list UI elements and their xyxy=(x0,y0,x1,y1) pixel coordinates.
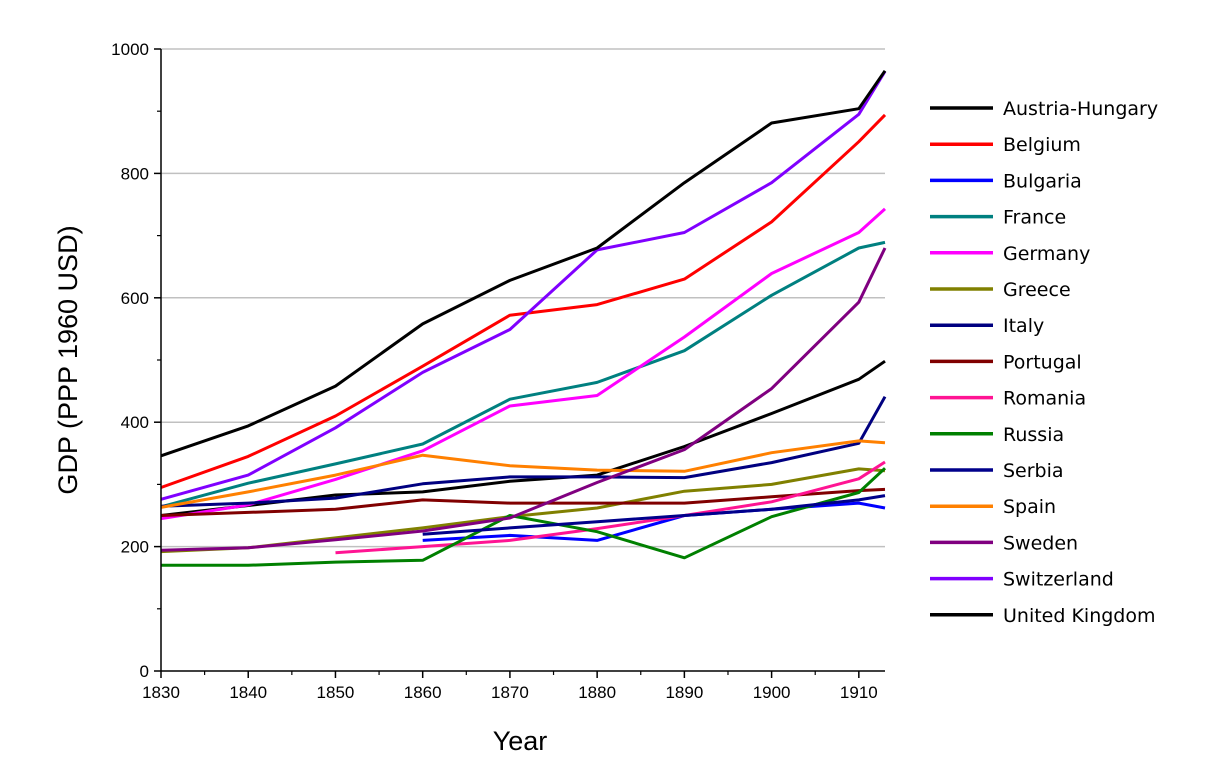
x-tick-label: 1890 xyxy=(665,683,703,702)
legend-label-greece: Greece xyxy=(1003,279,1071,301)
series-line-france xyxy=(160,240,886,509)
x-tick-label: 1850 xyxy=(317,683,355,702)
legend-label-austria-hungary: Austria-Hungary xyxy=(1003,98,1158,120)
series-line-romania xyxy=(335,460,886,555)
legend-label-bulgaria: Bulgaria xyxy=(1003,170,1082,192)
series-line-switzerland xyxy=(160,70,887,501)
legend-label-russia: Russia xyxy=(1003,424,1064,446)
legend: Austria-Hungary Belgium Bulgaria France Germ… xyxy=(930,98,1158,627)
legend-label-belgium: Belgium xyxy=(1003,134,1081,156)
legend-label-france: France xyxy=(1003,207,1066,229)
series-line-sweden xyxy=(160,247,887,552)
legend-label-switzerland: Switzerland xyxy=(1003,569,1114,591)
series-line-belgium xyxy=(160,113,887,489)
x-tick-label: 1830 xyxy=(142,683,180,702)
axes xyxy=(154,48,885,678)
legend-label-spain: Spain xyxy=(1003,496,1056,518)
x-tick-label: 1910 xyxy=(840,683,878,702)
x-tick-label: 1840 xyxy=(229,683,267,702)
series-line-italy xyxy=(160,395,887,508)
legend-label-italy: Italy xyxy=(1003,315,1044,337)
legend-label-sweden: Sweden xyxy=(1003,532,1078,554)
legend-label-united-kingdom: United Kingdom xyxy=(1003,605,1156,627)
tick-labels: 0 200 400 600 800 1000 1830 1840 1850 1860 1870 188… xyxy=(111,40,878,702)
y-tick-label: 400 xyxy=(121,413,149,432)
series-line-spain xyxy=(160,439,886,509)
y-axis-title: GDP (PPP 1960 USD) xyxy=(53,225,83,494)
y-tick-label: 0 xyxy=(140,662,149,681)
x-tick-label: 1880 xyxy=(578,683,616,702)
series-line-portugal xyxy=(160,487,886,517)
legend-label-portugal: Portugal xyxy=(1003,351,1082,373)
series-line-serbia xyxy=(422,494,886,536)
x-tick-label: 1860 xyxy=(404,683,442,702)
series-line-germany xyxy=(160,207,887,521)
y-tick-label: 800 xyxy=(121,164,149,183)
gridlines xyxy=(161,48,885,548)
series-line-united-kingdom xyxy=(160,69,887,458)
x-tick-label: 1900 xyxy=(753,683,791,702)
series-lines xyxy=(160,69,887,567)
legend-label-romania: Romania xyxy=(1003,388,1086,410)
x-tick-label: 1870 xyxy=(491,683,529,702)
x-axis-title: Year xyxy=(493,726,548,756)
y-tick-label: 200 xyxy=(121,538,149,557)
y-tick-label: 600 xyxy=(121,289,149,308)
legend-label-germany: Germany xyxy=(1003,243,1090,265)
legend-label-serbia: Serbia xyxy=(1003,460,1064,482)
y-tick-label: 1000 xyxy=(111,40,149,59)
